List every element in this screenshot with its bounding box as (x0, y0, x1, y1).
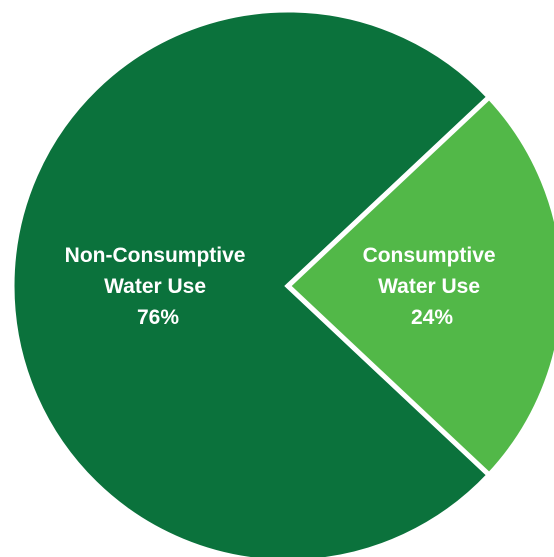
slice-label-consumptive-line-2: Water Use (378, 275, 480, 298)
slice-value-non-consumptive: 76% (137, 306, 179, 329)
slice-value-consumptive: 24% (411, 306, 453, 329)
slice-label-non-consumptive-line-1: Non-Consumptive (65, 244, 246, 267)
pie-slices (9, 7, 554, 557)
pie-slice-consumptive (284, 93, 554, 479)
slice-label-non-consumptive: Non-Consumptive Water Use 76% (65, 244, 252, 329)
slice-label-consumptive-line-1: Consumptive (363, 244, 496, 267)
slice-label-non-consumptive-line-2: Water Use (104, 275, 206, 298)
pie-slice-non-consumptive (9, 7, 493, 557)
slice-label-consumptive: Consumptive Water Use 24% (363, 244, 502, 329)
